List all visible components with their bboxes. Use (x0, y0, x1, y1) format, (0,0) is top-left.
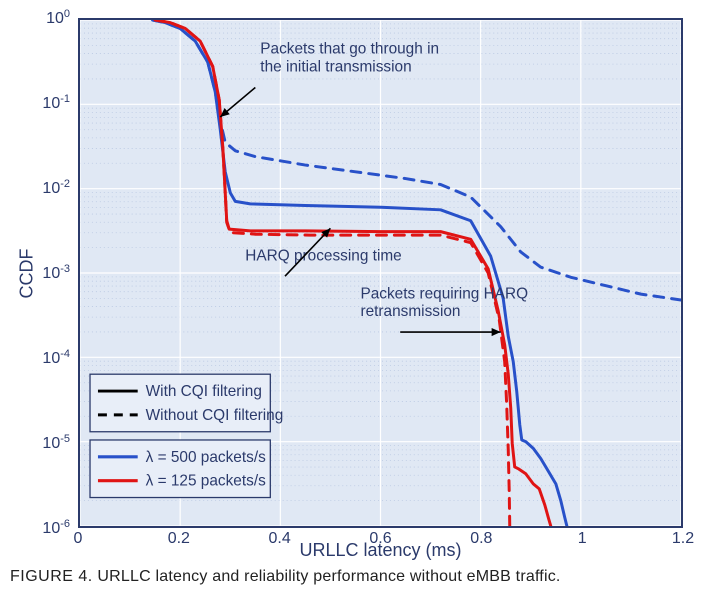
legend-label: Without CQI filtering (146, 407, 284, 424)
legend-label: With CQI filtering (146, 383, 262, 400)
y-tick-label: 100 (46, 8, 70, 28)
y-tick-label: 10-3 (42, 263, 70, 283)
legend-label: λ = 500 packets/s (146, 449, 266, 466)
annotation-harq: HARQ processing time (245, 247, 401, 264)
y-tick-label: 10-6 (42, 518, 70, 538)
plot-svg: Packets that go through inthe initial tr… (80, 20, 681, 526)
y-axis-ticks: 10010-110-210-310-410-510-6 (0, 18, 76, 528)
y-tick-label: 10-5 (42, 433, 70, 453)
figure-page: CCDF 10010-110-210-310-410-510-6 Packets… (0, 0, 725, 599)
plot-area: Packets that go through inthe initial tr… (78, 18, 683, 528)
figure-caption: FIGURE 4. URLLC latency and reliability … (10, 568, 561, 586)
caption-text: URLLC latency and reliability performanc… (93, 568, 561, 585)
y-tick-label: 10-4 (42, 348, 70, 368)
legend-label: λ = 125 packets/s (146, 473, 266, 490)
annotation-initial: Packets that go through inthe initial tr… (260, 41, 439, 76)
y-tick-label: 10-2 (42, 178, 70, 198)
y-tick-label: 10-1 (42, 93, 70, 113)
series-blue-dashed (153, 20, 681, 300)
figure-number: FIGURE 4. (10, 568, 93, 585)
x-axis-label: URLLC latency (ms) (78, 540, 683, 561)
